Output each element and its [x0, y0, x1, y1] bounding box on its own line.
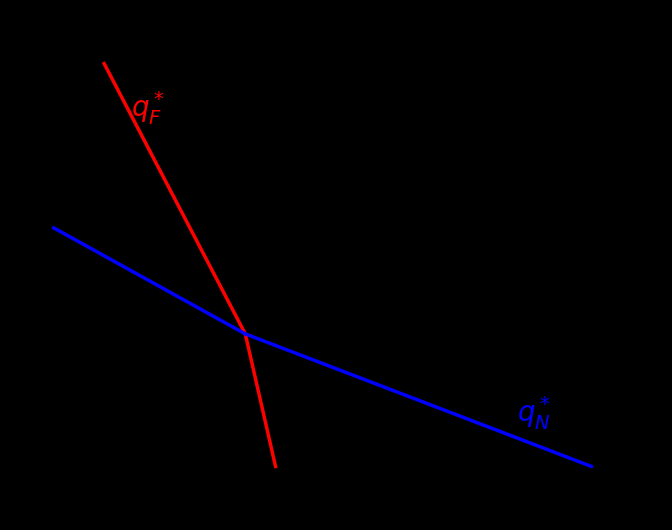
Text: $q_F^*$: $q_F^*$	[131, 89, 165, 127]
Text: $q_N^*$: $q_N^*$	[517, 394, 552, 432]
